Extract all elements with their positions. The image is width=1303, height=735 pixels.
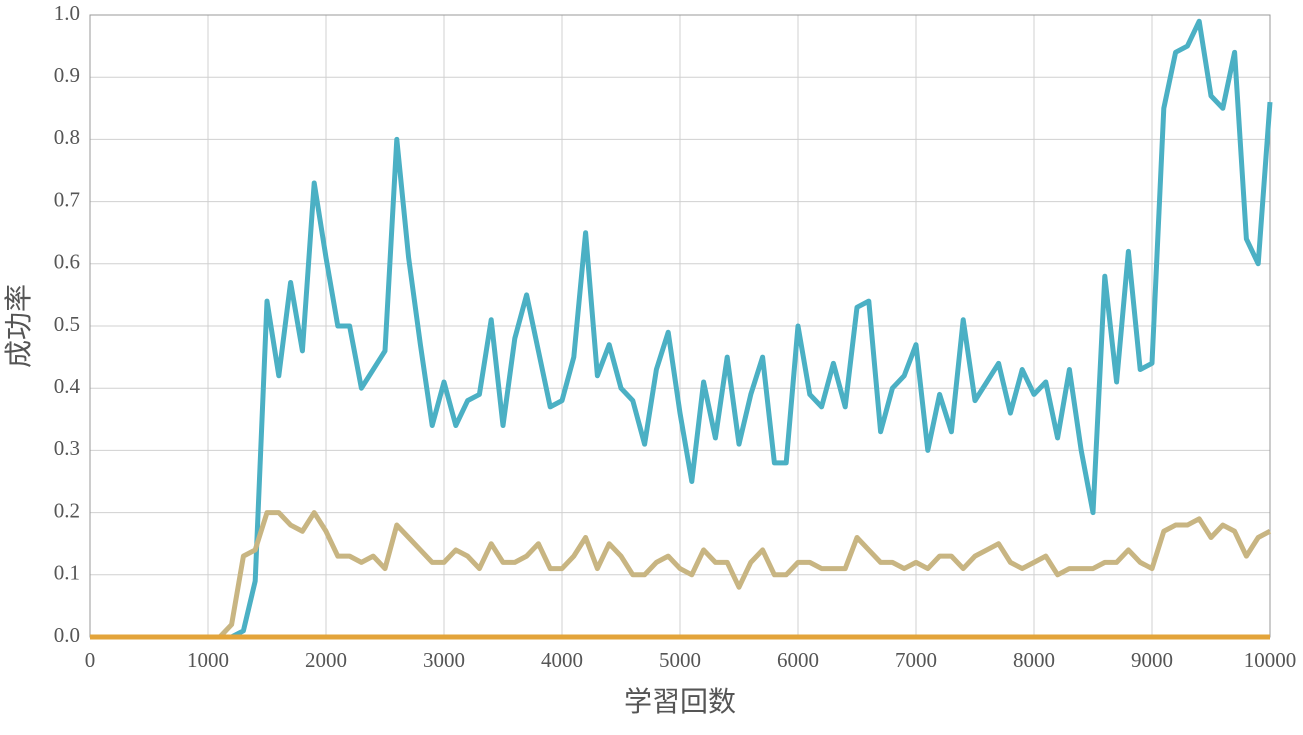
y-tick-label: 0.4 bbox=[54, 374, 81, 398]
x-tick-label: 9000 bbox=[1131, 648, 1173, 672]
y-tick-label: 0.0 bbox=[54, 623, 80, 647]
x-axis-label: 学習回数 bbox=[624, 685, 736, 718]
x-tick-label: 1000 bbox=[187, 648, 229, 672]
data-line bbox=[90, 18, 1273, 640]
x-tick-label: 8000 bbox=[1013, 648, 1055, 672]
x-tick-label: 7000 bbox=[895, 648, 937, 672]
y-axis-label: 成功率 bbox=[2, 284, 35, 368]
y-tick-label: 0.1 bbox=[54, 561, 80, 585]
y-tick-label: 0.5 bbox=[54, 312, 80, 336]
x-tick-label: 10000 bbox=[1244, 648, 1297, 672]
y-tick-label: 0.7 bbox=[54, 187, 80, 211]
y-tick-label: 1.0 bbox=[54, 1, 80, 25]
x-tick-label: 5000 bbox=[659, 648, 701, 672]
y-tick-label: 0.3 bbox=[54, 436, 80, 460]
x-tick-label: 6000 bbox=[777, 648, 819, 672]
x-tick-label: 4000 bbox=[541, 648, 583, 672]
x-tick-label: 3000 bbox=[423, 648, 465, 672]
y-tick-label: 0.6 bbox=[54, 250, 80, 274]
y-tick-label: 0.2 bbox=[54, 498, 80, 522]
data-line bbox=[90, 510, 1272, 640]
y-tick-label: 0.9 bbox=[54, 63, 80, 87]
y-tick-label: 0.8 bbox=[54, 125, 80, 149]
x-tick-label: 2000 bbox=[305, 648, 347, 672]
x-tick-label: 0 bbox=[85, 648, 96, 672]
